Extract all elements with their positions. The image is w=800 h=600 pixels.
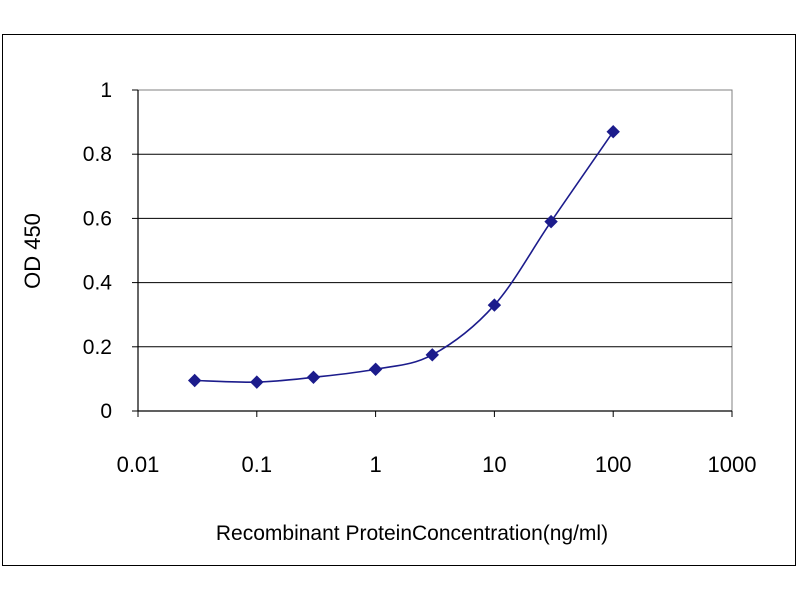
x-axis-label: Recombinant ProteinConcentration(ng/ml): [216, 522, 608, 545]
x-tick-label: 100: [595, 452, 632, 477]
y-tick-label: 1: [100, 79, 112, 102]
x-tick-label: 0.01: [117, 452, 160, 477]
series-group: [187, 125, 620, 389]
x-tick-label: 1000: [708, 452, 757, 477]
data-point: [250, 375, 264, 389]
data-point: [187, 373, 202, 388]
x-tick-labels: 0.01 0.1 1 10 100 1000: [117, 452, 757, 477]
x-tick-label: 10: [482, 452, 506, 477]
y-tick-label: 0.6: [83, 207, 112, 230]
y-tick-label: 0.8: [83, 143, 112, 166]
axes: [132, 89, 733, 417]
y-tick-label: 0.4: [83, 272, 113, 295]
data-point: [306, 370, 321, 385]
x-tick-label: 1: [369, 452, 381, 477]
x-tick-label: 0.1: [242, 452, 273, 477]
gridlines: [138, 153, 732, 348]
data-point: [368, 362, 383, 376]
data-point: [425, 348, 439, 362]
data-point: [544, 214, 558, 229]
y-axis-label: OD 450: [20, 213, 45, 289]
y-tick-label: 0.2: [83, 336, 112, 359]
plot-area: [137, 89, 733, 412]
data-point: [606, 125, 620, 139]
y-tick-labels: 0 0.2 0.4 0.6 0.8 1: [83, 79, 113, 423]
y-tick-label: 0: [100, 400, 112, 423]
data-point: [487, 298, 502, 312]
